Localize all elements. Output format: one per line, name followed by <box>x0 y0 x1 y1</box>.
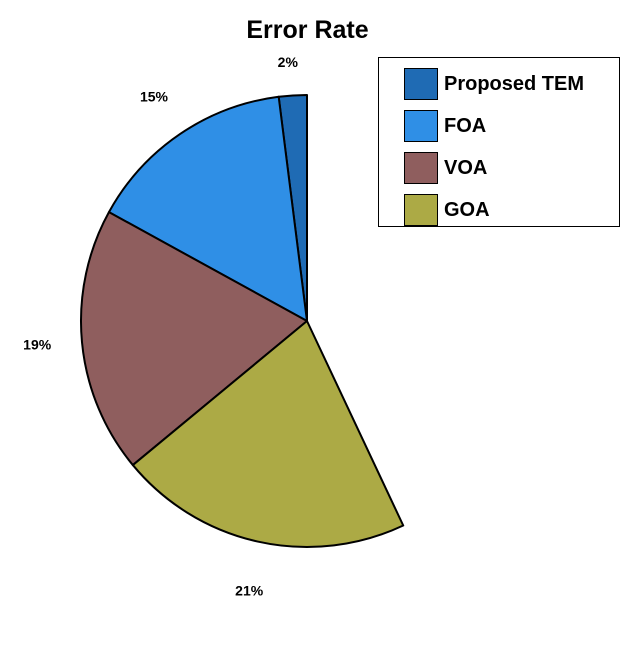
legend: Proposed TEM FOA VOA GOA <box>378 57 620 227</box>
legend-item-proposed-tem: Proposed TEM <box>404 67 584 101</box>
legend-swatch <box>404 152 438 184</box>
legend-label: FOA <box>444 114 487 137</box>
pie-slice-foa <box>107 95 308 322</box>
legend-label: VOA <box>444 156 488 179</box>
slice-label-proposed-tem: 2% <box>278 54 299 70</box>
legend-label: Proposed TEM <box>444 72 585 95</box>
legend-swatch <box>404 110 438 142</box>
slice-label-foa: 15% <box>140 88 169 104</box>
chart-title: Error Rate <box>246 16 369 44</box>
legend-item-foa: FOA <box>404 109 486 143</box>
legend-swatch <box>404 194 438 226</box>
legend-item-goa: GOA <box>404 193 490 227</box>
pie-slice-goa <box>131 320 405 549</box>
pie-slice-voa <box>80 211 308 467</box>
legend-swatch <box>404 68 438 100</box>
legend-item-voa: VOA <box>404 151 487 185</box>
slice-label-voa: 19% <box>23 337 52 353</box>
slice-label-goa: 21% <box>235 582 264 598</box>
legend-label: GOA <box>444 198 490 221</box>
